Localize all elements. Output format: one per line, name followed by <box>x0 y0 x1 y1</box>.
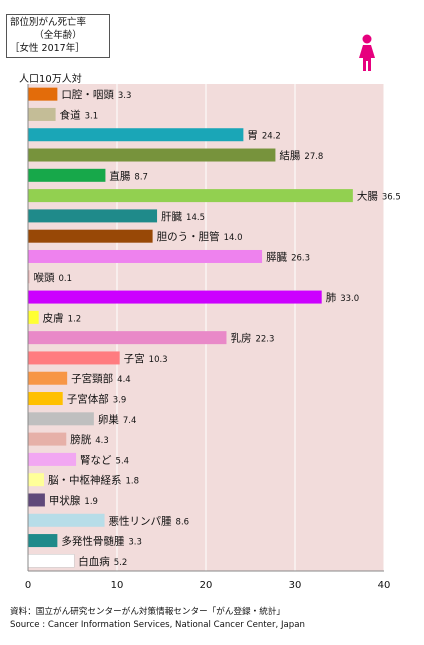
source-note: 資料：国立がん研究センターがん対策情報センター「がん登録・統計」 Source … <box>10 606 305 632</box>
bar-value-label: 33.0 <box>340 294 359 304</box>
bar-value-label: 10.3 <box>149 355 168 365</box>
female-figure-icon <box>356 34 378 76</box>
bar-category-label: 胃 <box>247 130 258 142</box>
x-tick-label: 10 <box>111 580 124 591</box>
bar <box>28 189 353 203</box>
bar <box>27 554 75 568</box>
bar-category-label: 食道 <box>60 108 81 121</box>
bar <box>28 209 158 223</box>
bar <box>28 452 77 466</box>
bar-category-label: 口腔・咽頭 <box>61 88 114 101</box>
x-tick-label: 20 <box>200 580 213 591</box>
bar <box>28 351 120 365</box>
y-axis-label: 人口10万人対 <box>19 74 82 85</box>
bar-category-label: 胆のう・胆管 <box>157 230 220 243</box>
bar-value-label: 3.9 <box>113 396 127 406</box>
bar-category-label: 甲状腺 <box>49 494 81 507</box>
bar <box>28 493 45 507</box>
bar <box>28 168 106 182</box>
bar-value-label: 0.1 <box>59 274 73 284</box>
bar-chart: 口腔・咽頭 3.3 食道 3.1 胃 24.2 結腸 27.8 直腸 8.7 大腸 36.5 肝臓 14.… <box>25 84 401 591</box>
bar-value-label: 3.1 <box>85 111 99 121</box>
bar <box>28 249 263 263</box>
bar <box>28 229 153 243</box>
bar-category-label: 肺 <box>326 292 337 304</box>
bar-category-label: 皮膚 <box>43 311 64 324</box>
bar-category-label: 卵巣 <box>98 413 119 426</box>
bar <box>28 513 105 527</box>
bar-category-label: 喉頭 <box>34 272 55 284</box>
bar <box>28 473 45 487</box>
bar <box>28 534 58 548</box>
bar-category-label: 多発性骨髄腫 <box>61 535 124 548</box>
bar-value-label: 14.5 <box>186 213 205 223</box>
bar <box>28 310 39 324</box>
bar-value-label: 7.4 <box>123 416 137 426</box>
bar-category-label: 白血病 <box>78 555 110 568</box>
bar-value-label: 4.3 <box>95 436 109 446</box>
bar-category-label: 肝臓 <box>161 211 182 223</box>
bar-value-label: 14.0 <box>224 233 243 243</box>
bar-value-label: 3.3 <box>118 91 132 101</box>
bar-category-label: 脳・中枢神経系 <box>48 474 122 487</box>
bar-value-label: 5.2 <box>114 558 128 568</box>
bar-value-label: 1.2 <box>68 314 82 324</box>
x-tick-label: 40 <box>378 580 391 591</box>
bar <box>28 412 94 426</box>
chart-title-line: （全年齢） <box>34 30 82 41</box>
bar-value-label: 22.3 <box>255 335 274 345</box>
source-line-en: Source : Cancer Information Services, Na… <box>10 620 305 630</box>
bar-value-label: 36.5 <box>382 193 401 203</box>
bar <box>28 290 322 304</box>
bar-category-label: 悪性リンパ腫 <box>109 514 172 527</box>
chart-title-line: ［女性 2017年］ <box>10 43 85 54</box>
bar-category-label: 膀胱 <box>70 433 91 446</box>
bar-value-label: 8.6 <box>176 517 190 527</box>
bar <box>28 87 58 101</box>
bar-value-label: 5.4 <box>116 456 130 466</box>
bar <box>28 371 68 385</box>
x-tick-label: 30 <box>289 580 302 591</box>
bar-value-label: 4.4 <box>117 375 131 385</box>
bar-value-label: 1.9 <box>84 497 98 507</box>
bar-category-label: 膵臓 <box>266 251 287 263</box>
bar-category-label: 大腸 <box>357 190 378 203</box>
bar-value-label: 8.7 <box>134 172 148 182</box>
bar <box>28 392 63 406</box>
bar <box>28 331 227 345</box>
bar-category-label: 子宮 <box>124 352 145 365</box>
bar-value-label: 3.3 <box>128 538 142 548</box>
bar-category-label: 結腸 <box>279 149 300 162</box>
bar <box>28 432 67 446</box>
chart-title-line: 部位別がん死亡率 <box>10 17 87 28</box>
bar-value-label: 27.8 <box>304 152 323 162</box>
bar-category-label: 子宮頸部 <box>71 372 113 385</box>
chart-title: 部位別がん死亡率 （全年齢） ［女性 2017年］ <box>6 14 110 58</box>
bar-value-label: 1.8 <box>126 477 140 487</box>
bar <box>28 148 276 162</box>
bar-category-label: 乳房 <box>230 332 251 345</box>
bar <box>28 128 244 142</box>
bar-category-label: 直腸 <box>109 169 130 182</box>
x-tick-label: 0 <box>25 580 31 591</box>
bar <box>28 270 30 284</box>
bar-value-label: 24.2 <box>262 132 281 142</box>
source-line-ja: 資料：国立がん研究センターがん対策情報センター「がん登録・統計」 <box>10 607 286 617</box>
bar-value-label: 26.3 <box>291 253 310 263</box>
bar <box>28 107 56 121</box>
bar-category-label: 子宮体部 <box>67 393 109 406</box>
bar-category-label: 腎など <box>80 454 112 466</box>
